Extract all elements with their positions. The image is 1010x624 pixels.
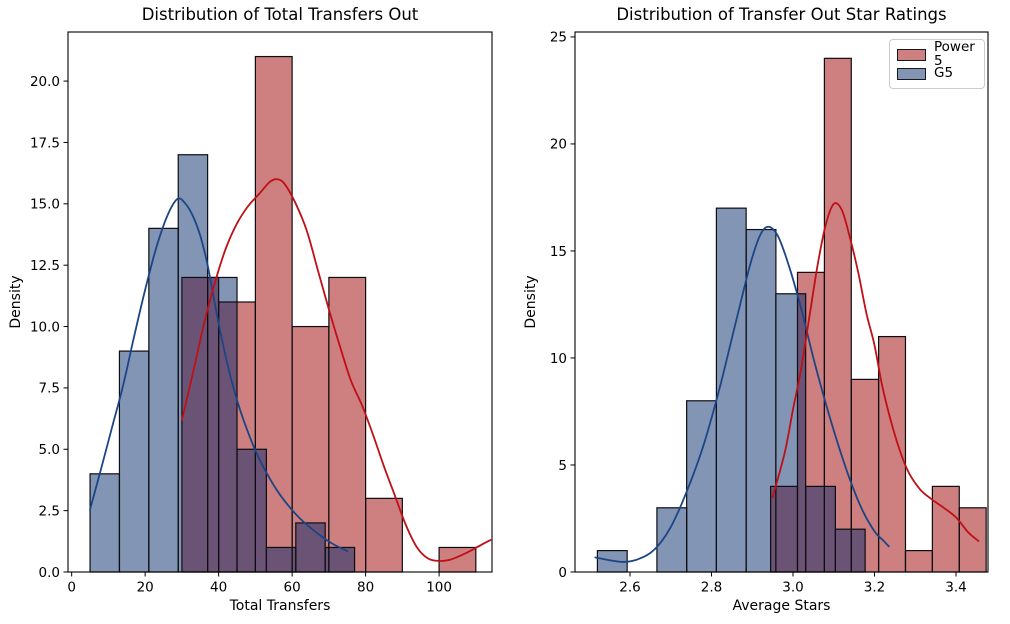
kde-curves xyxy=(594,202,980,563)
legend-item-g5: G5 xyxy=(897,64,976,83)
svg-text:3.0: 3.0 xyxy=(782,580,803,596)
legend-label-power5: Power 5 xyxy=(934,39,975,69)
right-chart-geometry: 2.6 2.8 3.0 3.2 3.4 0 5 10 15 20 25 xyxy=(550,30,989,596)
svg-text:15.0: 15.0 xyxy=(30,197,60,213)
right-y-axis-label: Density xyxy=(523,275,539,329)
axis-ticks: 2.6 2.8 3.0 3.2 3.4 0 5 10 15 20 25 xyxy=(550,30,967,596)
right-x-axis-label: Average Stars xyxy=(732,598,831,614)
svg-text:3.4: 3.4 xyxy=(945,580,966,596)
svg-text:5: 5 xyxy=(558,458,567,474)
overlap-fills xyxy=(770,293,866,572)
left-chart-geometry: 0 20 40 60 80 100 0.0 2.5 5.0 7.5 10.0 12.5 15.0 17.5… xyxy=(30,31,493,596)
svg-text:0.0: 0.0 xyxy=(39,565,60,581)
axes-spines xyxy=(574,31,989,573)
svg-text:12.5: 12.5 xyxy=(30,258,60,274)
left-chart-title: Distribution of Total Transfers Out xyxy=(141,5,419,24)
legend-item-power5: Power 5 xyxy=(897,40,976,67)
svg-text:17.5: 17.5 xyxy=(30,135,60,151)
svg-text:7.5: 7.5 xyxy=(39,381,60,397)
left-y-axis-label: Density xyxy=(8,275,24,329)
svg-text:40: 40 xyxy=(210,580,227,596)
axes-spines xyxy=(67,31,493,573)
g5-swatch-icon xyxy=(897,67,926,80)
legend-box: Power 5 G5 xyxy=(889,39,985,89)
svg-text:80: 80 xyxy=(357,580,374,596)
svg-text:20.0: 20.0 xyxy=(30,74,60,90)
right-chart-title: Distribution of Transfer Out Star Rating… xyxy=(616,5,947,24)
svg-text:0: 0 xyxy=(558,565,567,581)
svg-text:15: 15 xyxy=(550,244,567,260)
svg-text:2.5: 2.5 xyxy=(39,503,60,519)
svg-text:10: 10 xyxy=(550,351,567,367)
svg-text:20: 20 xyxy=(550,137,567,153)
legend-label-g5: G5 xyxy=(934,64,954,81)
svg-text:3.2: 3.2 xyxy=(864,580,885,596)
svg-text:2.6: 2.6 xyxy=(619,580,640,596)
svg-text:10.0: 10.0 xyxy=(30,319,60,335)
svg-text:2.8: 2.8 xyxy=(701,580,722,596)
svg-text:60: 60 xyxy=(284,580,301,596)
left-x-axis-label: Total Transfers xyxy=(229,598,331,614)
svg-text:25: 25 xyxy=(550,30,567,46)
axis-ticks: 0 20 40 60 80 100 0.0 2.5 5.0 7.5 10.0 12.5 15.0 17.5… xyxy=(30,74,452,596)
svg-text:0: 0 xyxy=(67,580,76,596)
power5-swatch-icon xyxy=(897,48,926,61)
svg-text:100: 100 xyxy=(426,580,452,596)
bar-fills xyxy=(90,56,476,573)
svg-text:20: 20 xyxy=(137,580,154,596)
svg-text:5.0: 5.0 xyxy=(39,442,60,458)
overlap-fills xyxy=(181,277,355,572)
kde-curves xyxy=(89,178,492,562)
